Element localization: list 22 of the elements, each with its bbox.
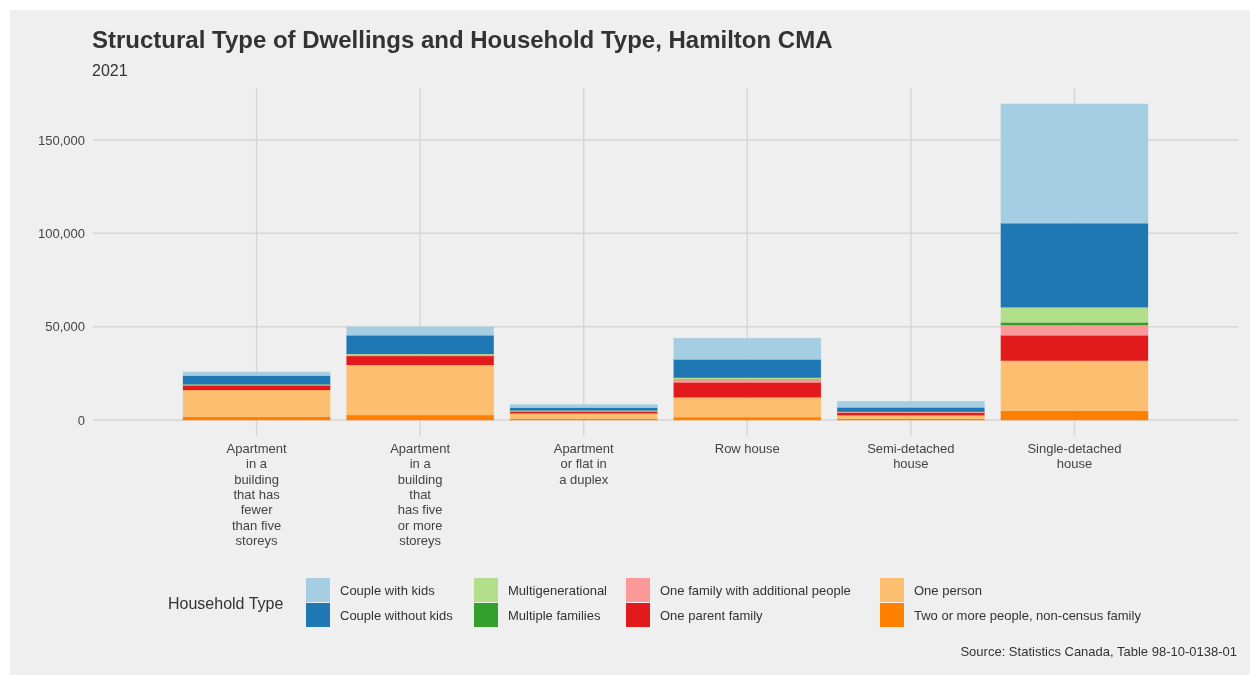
- x-tick-label: Apartment in a building that has five or more storeys: [390, 441, 451, 548]
- x-tick-label: Row house: [714, 441, 780, 456]
- x-tick-label: Semi-detached house: [867, 441, 955, 472]
- y-tick-label: 50,000: [45, 319, 85, 335]
- legend-label: One person: [914, 583, 982, 598]
- source-note: Source: Statistics Canada, Table 98-10-0138-01: [960, 644, 1237, 659]
- legend-label: One family with additional people: [660, 583, 851, 598]
- y-tick-label: 100,000: [38, 225, 85, 241]
- legend-label: Couple with kids: [340, 583, 436, 598]
- legend-label: Multigenerational: [508, 583, 608, 598]
- y-tick-label: 0: [77, 412, 85, 428]
- legend-label: One parent family: [660, 608, 764, 623]
- chart-subtitle: 2021: [92, 62, 128, 79]
- x-tick-label: Apartment or flat in a duplex: [553, 441, 615, 487]
- chart-title: Structural Type of Dwellings and Household Type, Hamilton CMA: [92, 26, 833, 53]
- legend-label: Multiple families: [508, 608, 601, 623]
- legend-label: Two or more people, non-census family: [914, 608, 1142, 623]
- x-tick-label: Single-detached house: [1027, 441, 1122, 472]
- legend-title: Household Type: [168, 595, 284, 612]
- legend-label: Couple without kids: [340, 608, 454, 623]
- x-tick-label: Apartment in a building that has fewer than five storeys: [226, 441, 287, 548]
- y-tick-label: 150,000: [38, 132, 85, 148]
